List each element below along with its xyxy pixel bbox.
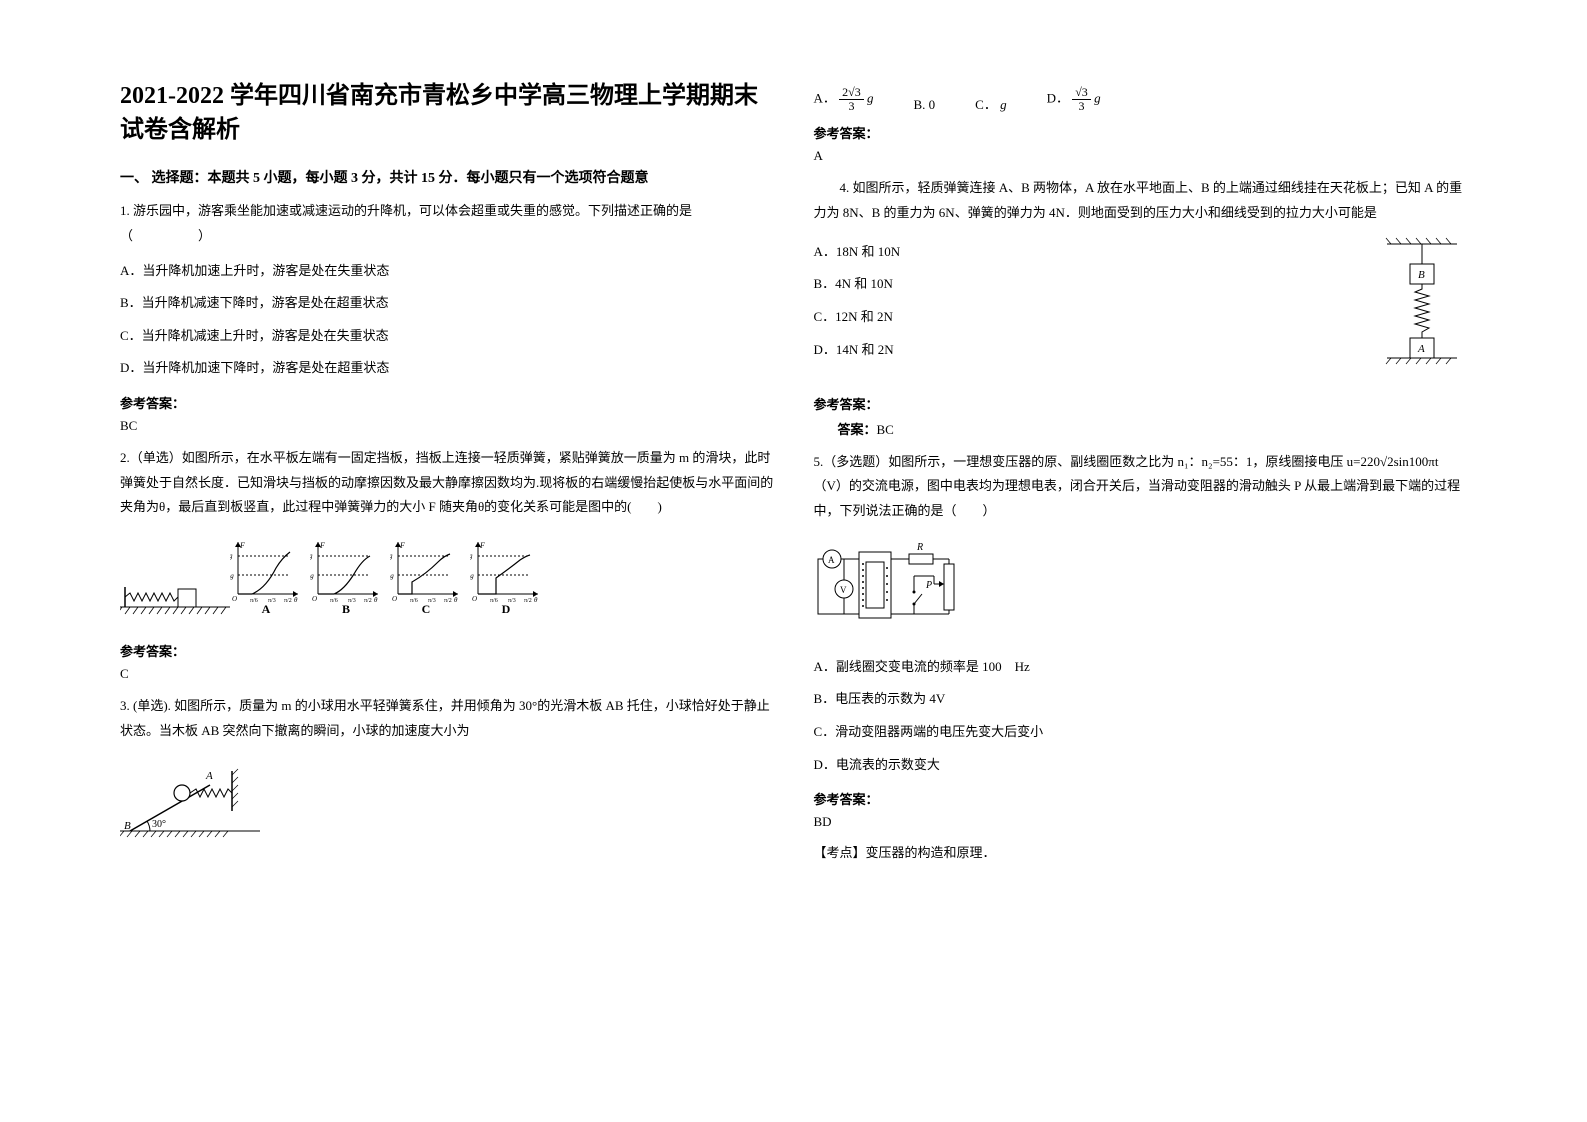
q1-option-b: B．当升降机减速下降时，游客是处在超重状态 bbox=[120, 289, 774, 318]
spring-block-icon bbox=[120, 559, 230, 629]
svg-text:θ: θ bbox=[374, 596, 378, 602]
q4-answer-label: 参考答案： bbox=[814, 394, 1468, 413]
q1-option-c: C．当升降机减速上升时，游客是处在失重状态 bbox=[120, 322, 774, 351]
graph-d: F mg ½mg O π/6 π/3 π/2 θ D bbox=[470, 538, 542, 617]
svg-text:O: O bbox=[232, 595, 237, 602]
graph-d-label: D bbox=[470, 602, 542, 617]
svg-text:mg: mg bbox=[310, 552, 313, 560]
svg-text:π/2: π/2 bbox=[444, 598, 452, 602]
svg-text:O: O bbox=[472, 595, 477, 602]
q4-answer: 答案：BC bbox=[814, 419, 1468, 438]
svg-text:θ: θ bbox=[294, 596, 298, 602]
svg-text:½mg: ½mg bbox=[230, 572, 234, 580]
q2-stem: 2.（单选）如图所示，在水平板左端有一固定挡板，挡板上连接一轻质弹簧，紧贴弹簧放… bbox=[120, 446, 774, 520]
q1-options: A．当升降机加速上升时，游客是处在失重状态 B．当升降机减速下降时，游客是处在超… bbox=[120, 257, 774, 383]
q2-graphs: F mg ½mg O π/6 π/3 π/2 θ A bbox=[230, 538, 542, 617]
q4-option-a: A．18N 和 10N bbox=[814, 238, 1358, 267]
svg-text:π/2: π/2 bbox=[284, 598, 292, 602]
q5-note: 【考点】变压器的构造和原理． bbox=[814, 842, 1468, 861]
svg-text:θ: θ bbox=[534, 596, 538, 602]
q3-option-c: C． g bbox=[975, 94, 1006, 113]
q3-stem: 3. (单选). 如图所示，质量为 m 的小球用水平轻弹簧系住，并用倾角为 30… bbox=[120, 694, 774, 743]
svg-text:F: F bbox=[479, 541, 485, 550]
q4-stem: 4. 如图所示，轻质弹簧连接 A、B 两物体，A 放在水平地面上、B 的上端通过… bbox=[814, 176, 1468, 225]
q3-answer: A bbox=[814, 148, 1468, 164]
svg-text:F: F bbox=[399, 541, 405, 550]
svg-text:mg: mg bbox=[230, 552, 233, 560]
q3-option-a: A． 2√3 3 g bbox=[814, 86, 874, 113]
svg-text:π/2: π/2 bbox=[364, 598, 372, 602]
q3-option-d: D． √3 3 g bbox=[1047, 86, 1101, 113]
slider-p-label: P bbox=[925, 580, 932, 591]
fraction-icon: 2√3 3 bbox=[839, 86, 864, 113]
q5-answer: BD bbox=[814, 814, 1468, 830]
section-1-heading: 一、 选择题：本题共 5 小题，每小题 3 分，共计 15 分．每小题只有一个选… bbox=[120, 167, 774, 187]
svg-text:V: V bbox=[840, 585, 847, 595]
svg-text:½mg: ½mg bbox=[470, 572, 474, 580]
graph-c-label: C bbox=[390, 602, 462, 617]
graph-a: F mg ½mg O π/6 π/3 π/2 θ A bbox=[230, 538, 302, 617]
q5-option-d: D．电流表的示数变大 bbox=[814, 751, 1468, 780]
q1-option-a: A．当升降机加速上升时，游客是处在失重状态 bbox=[120, 257, 774, 286]
graph-c: F mg ½mg O π/6 π/3 π/2 θ C bbox=[390, 538, 462, 617]
right-column: A． 2√3 3 g B. 0 C． g D． √3 3 g 参考答案： A 4… bbox=[794, 80, 1488, 1082]
svg-text:½mg: ½mg bbox=[390, 572, 394, 580]
q5-figure: A V bbox=[814, 534, 1468, 639]
q4-option-b: B．4N 和 10N bbox=[814, 270, 1358, 299]
graph-b: F mg ½mg O π/6 π/3 π/2 θ B bbox=[310, 538, 382, 617]
resistor-label: R bbox=[916, 542, 923, 553]
svg-text:F: F bbox=[239, 541, 245, 550]
q3-option-b: B. 0 bbox=[913, 97, 935, 113]
q5-option-a: A．副线圈交变电流的频率是 100 Hz bbox=[814, 653, 1468, 682]
svg-text:mg: mg bbox=[470, 552, 473, 560]
angle-label: 30° bbox=[152, 819, 166, 830]
svg-text:O: O bbox=[312, 595, 317, 602]
q4-option-d: D．14N 和 2N bbox=[814, 336, 1358, 365]
q3-figure: 30° A B bbox=[120, 751, 774, 846]
svg-text:A: A bbox=[828, 555, 835, 565]
block-b-label: B bbox=[1418, 269, 1425, 281]
q3-answer-label: 参考答案： bbox=[814, 123, 1468, 142]
fraction-icon: √3 3 bbox=[1072, 86, 1091, 113]
q5-options: A．副线圈交变电流的频率是 100 Hz B．电压表的示数为 4V C．滑动变阻… bbox=[814, 653, 1468, 779]
q1-option-d: D．当升降机加速下降时，游客是处在超重状态 bbox=[120, 354, 774, 383]
q2-figures: F mg ½mg O π/6 π/3 π/2 θ A bbox=[120, 532, 774, 629]
q2-answer-label: 参考答案： bbox=[120, 641, 774, 660]
q2-answer: C bbox=[120, 666, 774, 682]
block-a-label: A bbox=[1417, 343, 1425, 355]
exam-title: 2021-2022 学年四川省南充市青松乡中学高三物理上学期期末试卷含解析 bbox=[120, 80, 774, 147]
spring-vertical-icon: B A bbox=[1377, 234, 1467, 384]
svg-text:mg: mg bbox=[390, 552, 393, 560]
q4-body: A．18N 和 10N B．4N 和 10N C．12N 和 2N D．14N … bbox=[814, 234, 1468, 384]
svg-text:O: O bbox=[392, 595, 397, 602]
svg-text:½mg: ½mg bbox=[310, 572, 314, 580]
q1-answer: BC bbox=[120, 418, 774, 434]
q1-stem: 1. 游乐园中，游客乘坐能加速或减速运动的升降机，可以体会超重或失重的感觉。下列… bbox=[120, 199, 774, 248]
point-a: A bbox=[205, 770, 213, 782]
q3-options: A． 2√3 3 g B. 0 C． g D． √3 3 g bbox=[814, 86, 1468, 113]
q5-option-b: B．电压表的示数为 4V bbox=[814, 685, 1468, 714]
svg-text:π/6: π/6 bbox=[490, 598, 498, 602]
point-b: B bbox=[124, 820, 131, 832]
q5-answer-label: 参考答案： bbox=[814, 789, 1468, 808]
svg-text:π/6: π/6 bbox=[410, 598, 418, 602]
svg-text:F: F bbox=[319, 541, 325, 550]
svg-text:π/6: π/6 bbox=[250, 598, 258, 602]
q5-option-c: C．滑动变阻器两端的电压先变大后变小 bbox=[814, 718, 1468, 747]
graph-a-label: A bbox=[230, 602, 302, 617]
q4-option-c: C．12N 和 2N bbox=[814, 303, 1358, 332]
graph-b-label: B bbox=[310, 602, 382, 617]
q1-answer-label: 参考答案： bbox=[120, 393, 774, 412]
svg-text:π/6: π/6 bbox=[330, 598, 338, 602]
q4-options: A．18N 和 10N B．4N 和 10N C．12N 和 2N D．14N … bbox=[814, 234, 1358, 368]
left-column: 2021-2022 学年四川省南充市青松乡中学高三物理上学期期末试卷含解析 一、… bbox=[100, 80, 794, 1082]
svg-text:π/2: π/2 bbox=[524, 598, 532, 602]
q5-stem: 5.（多选题）如图所示，一理想变压器的原、副线圈匝数之比为 n₁：n₂=55：1… bbox=[814, 450, 1468, 524]
svg-text:θ: θ bbox=[454, 596, 458, 602]
